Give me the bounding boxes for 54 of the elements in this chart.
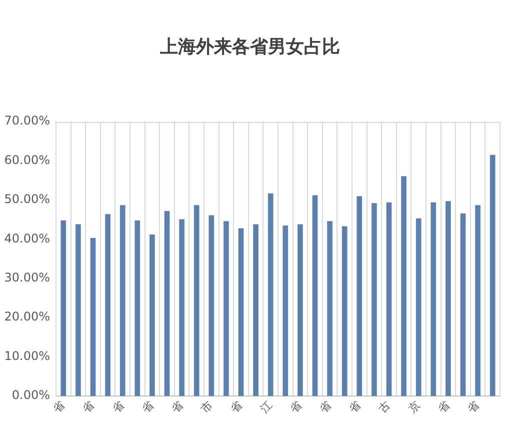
bar	[60, 220, 66, 396]
bar	[312, 195, 318, 396]
bar	[150, 234, 155, 396]
x-tick-label: 省	[80, 398, 98, 416]
y-tick-label: 40.00%	[4, 231, 50, 246]
x-tick-label: 省	[110, 398, 127, 416]
bar	[179, 219, 184, 396]
x-tick-label: 省	[50, 398, 68, 416]
bar	[446, 201, 451, 396]
x-tick-label: 江	[258, 398, 275, 416]
x-tick-label: 古	[376, 398, 394, 416]
x-tick-label: 省	[139, 398, 156, 416]
x-tick-label: 市	[198, 398, 216, 416]
y-tick-label: 70.00%	[4, 114, 50, 128]
bar	[282, 225, 288, 396]
bar	[224, 221, 229, 396]
bar	[356, 196, 362, 396]
bar	[490, 154, 496, 396]
x-tick-label: 京	[406, 398, 423, 416]
y-tick-label: 60.00%	[4, 152, 50, 167]
x-tick-label: 省	[464, 398, 482, 416]
chart-title: 上海外来各省男女占比	[159, 36, 340, 58]
bar	[105, 214, 110, 396]
bar	[90, 238, 96, 396]
bar	[475, 205, 480, 396]
bar	[416, 218, 422, 396]
bar	[208, 215, 214, 396]
bar	[372, 203, 377, 396]
bar	[268, 193, 274, 396]
bar	[386, 202, 392, 396]
y-tick-label: 0.00%	[12, 388, 50, 402]
bar	[327, 221, 332, 396]
bar	[120, 205, 126, 396]
bar	[401, 176, 406, 396]
bar	[194, 205, 200, 396]
bar	[164, 210, 170, 396]
bar	[342, 226, 348, 396]
bar	[76, 224, 81, 396]
y-tick-label: 10.00%	[4, 348, 50, 363]
x-tick-label: 省	[316, 398, 334, 416]
x-tick-label: 省	[228, 398, 246, 416]
bar	[238, 228, 244, 396]
bar	[253, 224, 258, 396]
x-tick-label: 省	[287, 398, 304, 416]
x-tick-label: 省	[168, 398, 186, 416]
y-tick-label: 50.00%	[4, 192, 50, 206]
y-tick-label: 20.00%	[4, 310, 50, 324]
bar	[134, 220, 140, 396]
bar	[460, 213, 466, 396]
x-tick-label: 省	[346, 398, 364, 416]
y-tick-label: 30.00%	[4, 270, 50, 285]
bar	[430, 202, 436, 396]
x-tick-label: 省	[435, 398, 452, 416]
bar	[298, 224, 303, 396]
